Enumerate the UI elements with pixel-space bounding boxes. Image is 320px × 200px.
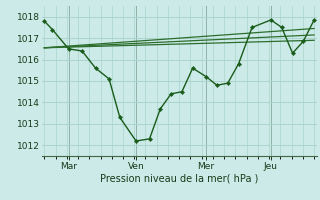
X-axis label: Pression niveau de la mer( hPa ): Pression niveau de la mer( hPa ) xyxy=(100,173,258,183)
